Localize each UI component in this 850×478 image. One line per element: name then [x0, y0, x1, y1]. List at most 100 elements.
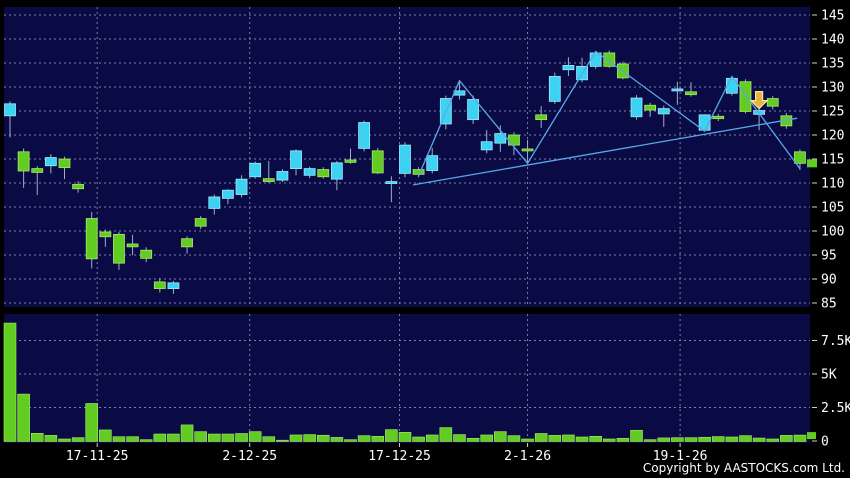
- volume-bar: [521, 438, 534, 442]
- volume-bar: [44, 435, 58, 442]
- candle-body-down: [85, 218, 98, 260]
- candle-body-up: [249, 162, 262, 178]
- volume-bar: [330, 437, 344, 442]
- candle-body-up: [562, 65, 575, 71]
- volume-bar: [153, 433, 167, 442]
- date-tick-label: 17-12-25: [368, 449, 431, 464]
- volume-bar: [385, 429, 398, 442]
- price-tick-label: 105: [821, 201, 844, 216]
- volume-pane[interactable]: [4, 314, 810, 443]
- volume-bar: [289, 434, 303, 442]
- candle-body-down: [508, 134, 520, 146]
- volume-bar: [58, 438, 71, 442]
- volume-bar: [711, 436, 725, 442]
- candle-body-down: [766, 98, 779, 107]
- volume-bar: [725, 436, 739, 442]
- volume-bar: [316, 434, 330, 442]
- volume-tick-label: 0: [821, 435, 829, 450]
- volume-bar: [534, 433, 548, 442]
- candle-body-down: [412, 169, 425, 175]
- support-trendline: [413, 117, 798, 186]
- volume-bar: [30, 432, 44, 442]
- volume-bar: [112, 436, 126, 442]
- price-tick-label: 95: [821, 249, 837, 264]
- candle-body-down: [794, 151, 806, 164]
- price-tick-label: 140: [821, 33, 844, 48]
- candle-body-down: [521, 148, 534, 152]
- volume-bar: [208, 433, 221, 442]
- price-tick-label: 110: [821, 177, 844, 192]
- volume-tick-label: 7.5K: [821, 334, 850, 349]
- date-tick-label: 19-1-26: [653, 449, 708, 464]
- volume-bar: [466, 438, 480, 442]
- volume-bar: [194, 431, 207, 442]
- candle-body-up: [399, 144, 411, 174]
- volume-bar: [548, 435, 562, 442]
- date-tick-label: 17-11-25: [66, 449, 129, 464]
- candle-body-down: [58, 158, 71, 169]
- date-tick-label: 2-1-26: [504, 449, 551, 464]
- price-tick-label: 135: [821, 57, 844, 72]
- candle-body-down: [262, 178, 275, 182]
- candle-body-up: [167, 282, 180, 289]
- volume-bar: [276, 439, 289, 442]
- candle-body-down: [113, 233, 125, 264]
- last-price-marker: [807, 159, 817, 168]
- zigzag-indicator-line: [418, 50, 801, 177]
- volume-bar: [616, 438, 630, 442]
- candle-body-down: [317, 169, 330, 178]
- volume-bar: [371, 436, 385, 442]
- volume-bar: [398, 431, 412, 442]
- candle-body-down: [371, 150, 384, 174]
- volume-bar: [657, 437, 671, 442]
- volume-bar: [602, 438, 616, 442]
- volume-bar: [17, 393, 30, 442]
- volume-bar: [562, 434, 575, 442]
- volume-bar: [780, 435, 793, 442]
- volume-bar: [494, 431, 507, 442]
- volume-bar: [507, 435, 521, 442]
- candle-body-up: [4, 103, 16, 117]
- candle-body-down: [99, 231, 112, 238]
- candle-body-down: [72, 184, 84, 190]
- volume-bar: [235, 433, 248, 442]
- volume-bar: [480, 434, 494, 442]
- candle-body-up: [303, 168, 316, 176]
- volume-bar: [167, 433, 180, 442]
- volume-bar: [71, 437, 85, 442]
- candle-body-up: [222, 189, 234, 199]
- candle-body-up: [548, 76, 561, 102]
- volume-bar: [643, 439, 657, 442]
- price-tick-label: 145: [821, 9, 844, 24]
- volume-bar: [752, 437, 766, 442]
- candle-body-up: [671, 88, 684, 92]
- volume-tick-label: 5K: [821, 368, 837, 383]
- candle-body-down: [140, 249, 153, 259]
- price-tick-label: 100: [821, 225, 844, 240]
- candle-body-down: [344, 159, 357, 163]
- candle-body-up: [426, 155, 439, 171]
- candle-body-down: [712, 115, 725, 120]
- candle-body-up: [208, 196, 221, 209]
- volume-bar: [221, 433, 235, 442]
- candle-body-down: [31, 168, 44, 173]
- candle-body-up: [480, 141, 493, 151]
- candle-body-up: [494, 133, 507, 144]
- volume-bar: [439, 427, 453, 442]
- volume-bar: [248, 431, 262, 442]
- volume-bar: [412, 436, 425, 442]
- volume-bar: [425, 434, 439, 442]
- candle-body-down: [126, 243, 139, 248]
- candle-body-up: [44, 157, 57, 167]
- volume-bar: [139, 439, 153, 442]
- candle-body-down: [17, 151, 30, 172]
- volume-bar: [99, 429, 112, 442]
- candle-body-up: [453, 90, 466, 96]
- volume-bar: [575, 436, 589, 442]
- candle-body-up: [330, 162, 343, 180]
- candle-body-up: [630, 97, 643, 118]
- candle-body-down: [603, 52, 616, 67]
- volume-bar: [3, 322, 17, 442]
- copyright-text: Copyright by AASTOCKS.com Ltd.: [642, 461, 845, 475]
